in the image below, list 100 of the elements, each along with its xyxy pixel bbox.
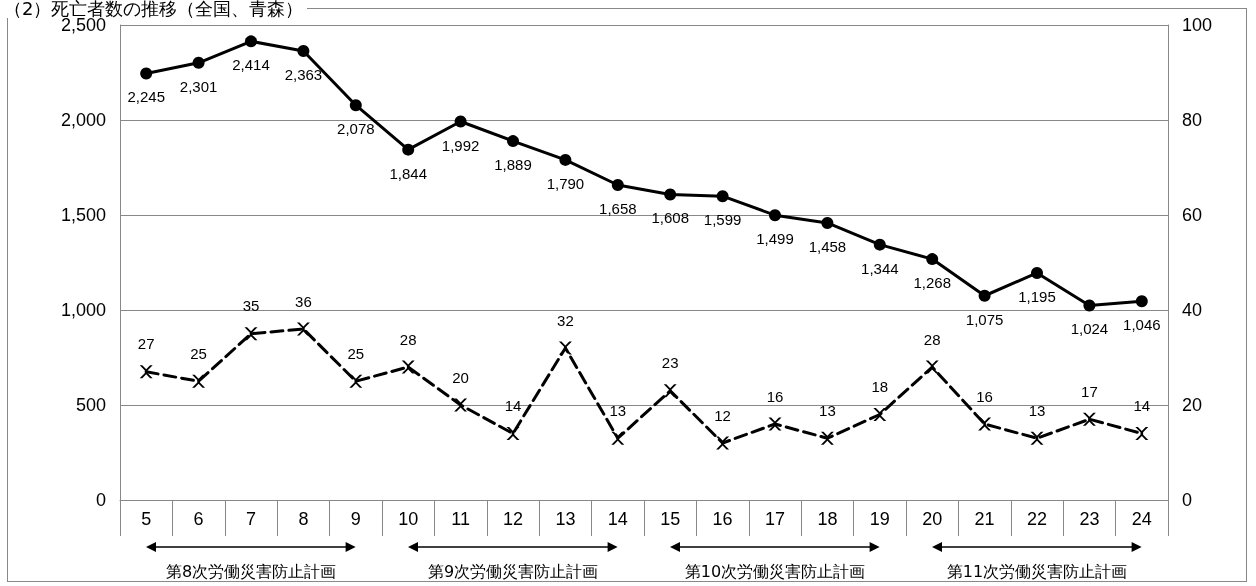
x-tick-label: 16 [712, 509, 733, 529]
data-label: 18 [871, 378, 889, 395]
data-label: 1,599 [703, 211, 742, 229]
point [296, 322, 310, 336]
y-tick-label: 0 [95, 490, 106, 510]
x-tick-label: 24 [1131, 509, 1152, 529]
point [716, 190, 729, 203]
data-label: 1,992 [441, 136, 480, 154]
x-tick-label: 14 [607, 509, 628, 529]
data-label: 1,889 [494, 156, 532, 174]
data-label: 2,363 [284, 66, 323, 84]
y2-tick-label: 40 [1182, 300, 1203, 320]
point [821, 216, 834, 229]
data-label: 1,790 [546, 174, 585, 192]
x-tick-label: 6 [193, 509, 204, 529]
y2-tick-label: 100 [1182, 15, 1213, 35]
point [297, 45, 310, 58]
point [978, 417, 992, 431]
y2-tick-label: 0 [1182, 490, 1193, 510]
y2-tick-label: 80 [1182, 110, 1203, 130]
chart-title: （2）死亡者数の推移（全国、青森） [4, 0, 308, 19]
point [245, 35, 257, 48]
point [349, 374, 363, 388]
point [454, 115, 467, 128]
point [506, 427, 520, 440]
y2-tick-label: 20 [1182, 395, 1203, 415]
data-label: 13 [819, 401, 836, 419]
data-label: 20 [452, 368, 469, 386]
text: 第11次労働災害防止計画 [946, 562, 1128, 583]
x-tick-label: 5 [141, 509, 152, 529]
data-label: 27 [137, 335, 155, 353]
data-label: 16 [766, 387, 784, 405]
y-tick-label: 500 [75, 395, 106, 415]
point [926, 253, 939, 266]
point [192, 374, 206, 388]
x-tick-label: 13 [555, 509, 576, 529]
x-tick-label: 10 [398, 509, 419, 529]
x-tick-label: 18 [817, 509, 838, 529]
point [663, 384, 677, 398]
x-tick-label: 12 [502, 509, 524, 529]
point [1030, 431, 1044, 445]
data-label: 1,658 [599, 199, 637, 217]
data-label: 35 [242, 297, 260, 315]
point [925, 360, 939, 374]
data-label: 1,344 [861, 259, 899, 277]
x-tick-label: 17 [764, 509, 786, 529]
point [401, 360, 415, 374]
point [873, 408, 887, 421]
x-tick-label: 9 [350, 509, 361, 529]
x-tick-label: 21 [974, 509, 995, 529]
data-label: 1,075 [965, 310, 1004, 328]
point [140, 67, 153, 80]
data-label: 1,046 [1123, 316, 1161, 334]
point [769, 209, 781, 222]
point [820, 431, 834, 445]
point [1082, 412, 1096, 426]
point [873, 238, 886, 251]
point [611, 178, 624, 191]
text: 第8次労働災害防止計画 [165, 562, 337, 583]
data-label: 1,268 [913, 274, 951, 292]
x-tick-label: 7 [245, 509, 257, 529]
text: 第10次労働災害防止計画 [684, 562, 866, 583]
x-tick-label: 8 [298, 509, 309, 529]
point [558, 341, 572, 355]
data-label: 23 [661, 354, 679, 372]
data-label: 14 [1133, 397, 1151, 414]
point [192, 56, 205, 69]
data-label: 1,458 [808, 237, 847, 255]
y2-tick-label: 60 [1182, 205, 1203, 225]
point [1135, 295, 1148, 308]
data-label: 17 [1081, 382, 1098, 400]
point [507, 135, 519, 148]
point [978, 289, 991, 302]
data-label: 12 [714, 406, 731, 424]
data-label: 14 [504, 397, 522, 414]
point [768, 417, 782, 431]
point [349, 99, 362, 112]
point [244, 327, 258, 341]
x-tick-label: 19 [869, 509, 890, 529]
data-label: 25 [190, 344, 207, 362]
data-label: 28 [399, 330, 417, 348]
x-tick-label: 11 [451, 509, 470, 529]
point [402, 143, 415, 156]
data-label: 13 [1028, 401, 1046, 419]
data-label: 2,245 [127, 88, 165, 106]
data-label: 2,301 [179, 77, 218, 95]
data-label: 28 [923, 330, 941, 348]
point [611, 431, 625, 445]
x-tick-label: 20 [922, 509, 943, 529]
data-label: 25 [347, 344, 365, 362]
data-label: 1,195 [1018, 287, 1056, 305]
point [1135, 427, 1149, 440]
data-label: 1,608 [651, 209, 689, 227]
point [716, 436, 730, 450]
data-label: 1,844 [389, 164, 427, 182]
data-label: 16 [976, 387, 993, 405]
point [454, 398, 468, 412]
y-tick-label: 1,000 [60, 300, 106, 320]
data-label: 2,414 [232, 56, 270, 74]
data-label: 36 [295, 292, 312, 310]
